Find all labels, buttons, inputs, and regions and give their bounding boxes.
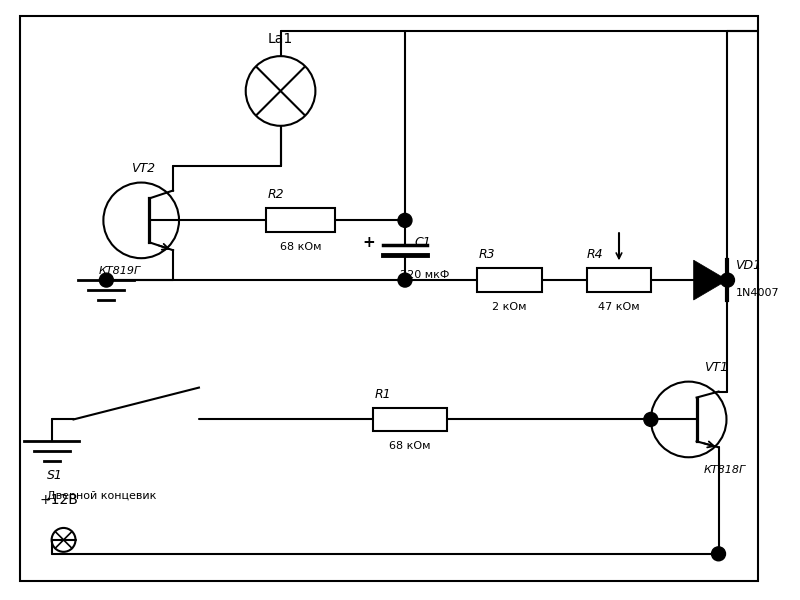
Text: R1: R1 — [374, 388, 391, 401]
Circle shape — [721, 273, 734, 287]
Circle shape — [398, 214, 412, 227]
Text: 2 кОм: 2 кОм — [492, 302, 526, 312]
Text: C1: C1 — [415, 236, 432, 249]
Text: Дверной концевик: Дверной концевик — [46, 491, 156, 501]
Circle shape — [398, 273, 412, 287]
Circle shape — [644, 412, 658, 427]
Polygon shape — [694, 260, 727, 300]
Text: 68 кОм: 68 кОм — [390, 442, 430, 451]
Text: R2: R2 — [268, 188, 284, 202]
Text: R4: R4 — [586, 248, 603, 261]
Text: 220 мкФ: 220 мкФ — [400, 270, 450, 280]
Text: 1N4007: 1N4007 — [735, 288, 779, 298]
Text: VT1: VT1 — [703, 361, 728, 374]
Text: +12В: +12В — [40, 493, 78, 507]
Bar — [477, 268, 542, 292]
Text: КТ818Г: КТ818Г — [703, 465, 746, 475]
Circle shape — [99, 273, 114, 287]
Text: La1: La1 — [268, 32, 293, 46]
Text: VD1: VD1 — [735, 259, 762, 272]
Bar — [586, 268, 651, 292]
Text: 47 кОм: 47 кОм — [598, 302, 640, 312]
Bar — [373, 407, 447, 431]
Text: 68 кОм: 68 кОм — [280, 242, 322, 252]
Text: VT2: VT2 — [131, 161, 155, 175]
Text: +: + — [362, 235, 375, 250]
Text: S1: S1 — [46, 469, 62, 482]
Text: КТ819Г: КТ819Г — [98, 266, 141, 276]
Text: R3: R3 — [479, 248, 496, 261]
Bar — [266, 208, 335, 232]
Circle shape — [711, 547, 726, 561]
